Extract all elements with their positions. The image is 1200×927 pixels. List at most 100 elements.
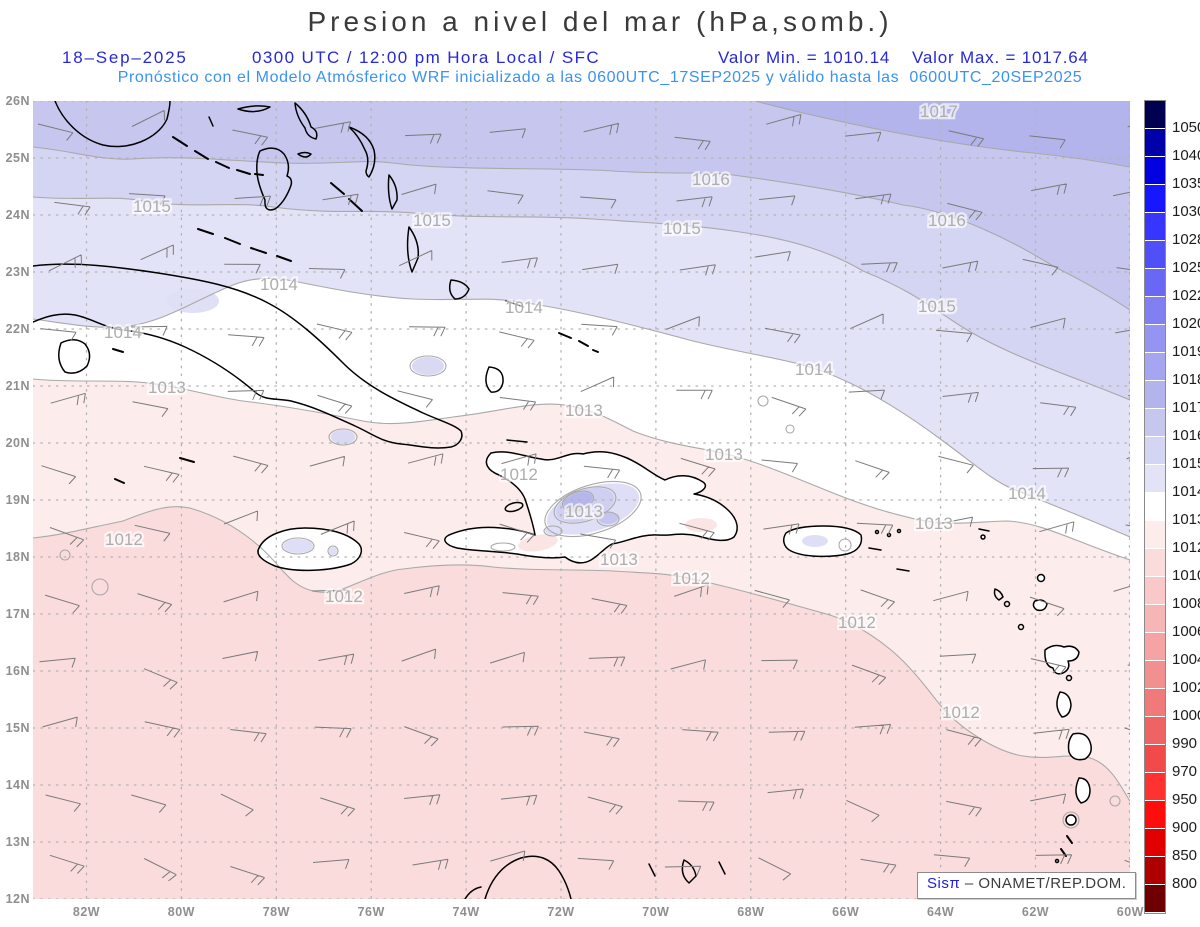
aruba: [648, 863, 656, 877]
lat-tick-label: 16N: [5, 664, 30, 678]
colorbar-cell: [1145, 521, 1165, 548]
colorbar-tick-label: 1002: [1172, 679, 1200, 696]
colorbar-cell: [1145, 717, 1165, 744]
colorbar-tick-label: 1000: [1172, 707, 1200, 724]
sispi-logo: Sisπ: [927, 875, 961, 892]
colorbar-tick-label: 990: [1172, 735, 1198, 752]
colorbar-tick-label: 1028: [1172, 231, 1200, 248]
mayaguana: [505, 300, 525, 308]
gonave-island: [504, 501, 524, 513]
colorbar-tick-label: 1025: [1172, 259, 1200, 276]
isobar-value-label: 1015: [133, 197, 171, 216]
colorbar-cell: [1145, 241, 1165, 268]
st-lucia: [1075, 777, 1091, 804]
colorbar-tick-label: 1006: [1172, 623, 1200, 640]
bonaire: [718, 861, 726, 875]
colorbar-cell: [1145, 213, 1165, 240]
colorbar-tick-label: 1017: [1172, 399, 1200, 416]
lat-tick-label: 25N: [5, 151, 30, 165]
isobar-value-label: 1013: [565, 401, 603, 420]
isobar-value-label: 1015: [663, 219, 701, 238]
curacao: [681, 859, 697, 884]
isobar-value-label: 1012: [942, 703, 980, 722]
lat-tick-label: 18N: [5, 550, 30, 564]
lat-tick-label: 24N: [5, 208, 30, 222]
pressure-colorbar: [1144, 100, 1166, 914]
isobar-value-label: 1014: [505, 298, 543, 317]
credit-text: – ONAMET/REP.DOM.: [960, 875, 1127, 892]
lon-tick-label: 74W: [452, 905, 480, 919]
isobar-value-label: 1016: [928, 211, 966, 230]
colorbar-cell: [1145, 801, 1165, 828]
culebra: [874, 529, 880, 535]
great-inagua: [485, 366, 504, 393]
isobar-value-label: 1013: [148, 378, 186, 397]
pressure-map: 1017 1016 1016 1015 1015 1015 1015 1014 1014 1014…: [33, 101, 1130, 899]
colorbar-cell: [1145, 745, 1165, 772]
lon-tick-label: 66W: [832, 905, 860, 919]
isobar-value-label: 1017: [920, 102, 958, 121]
st-kitts: [993, 588, 1004, 601]
puerto-rico-coast: [782, 525, 863, 558]
isobar-value-label: 1012: [325, 587, 363, 606]
isobar-value-label: 1013: [565, 502, 603, 521]
colorbar-tick-label: 800: [1172, 875, 1198, 892]
lat-tick-label: 20N: [5, 436, 30, 450]
colorbar-tick-label: 1004: [1172, 651, 1200, 668]
value-min-label: Valor Min. = 1010.14: [718, 48, 891, 67]
valid-date: 18–Sep–2025: [62, 48, 188, 67]
isobar-value-label: 1014: [260, 275, 298, 294]
grand-bahama: [237, 105, 271, 113]
lat-tick-label: 17N: [5, 607, 30, 621]
contour-labels: 1017 1016 1016 1015 1015 1015 1015 1014 1014 1014…: [102, 101, 1048, 724]
colorbar-tick-label: 1019: [1172, 343, 1200, 360]
lon-tick-label: 78W: [262, 905, 290, 919]
graticule: [33, 101, 1130, 899]
st-vincent: [1065, 814, 1077, 826]
isobar-value-label: 1012: [105, 530, 143, 549]
cat-island: [387, 174, 398, 210]
lon-tick-label: 68W: [737, 905, 765, 919]
andros: [256, 147, 293, 211]
colorbar-tick-label: 970: [1172, 763, 1198, 780]
montserrat: [1017, 623, 1025, 631]
lon-tick-label: 76W: [357, 905, 385, 919]
guajira-coast: [484, 855, 572, 899]
model-info-line: Pronóstico con el Modelo Atmósferico WRF…: [117, 69, 1083, 86]
isobar-value-label: 1014: [795, 360, 833, 379]
anguilla: [978, 528, 990, 532]
vieques: [868, 547, 910, 572]
colorbar-cell: [1145, 157, 1165, 184]
turks-caicos: [558, 332, 599, 353]
isobar-value-label: 1012: [500, 465, 538, 484]
florida-keys: [172, 136, 264, 176]
colorbar-cell: [1145, 549, 1165, 576]
abaco: [294, 102, 318, 140]
colorbar-tick-label: 1022: [1172, 287, 1200, 304]
florida-coast: [54, 101, 171, 148]
isobar-value-label: 1013: [705, 445, 743, 464]
colorbar-cell: [1145, 885, 1165, 912]
colorbar-cell: [1145, 633, 1165, 660]
colorbar-cell: [1145, 353, 1165, 380]
guadeloupe: [1044, 644, 1080, 675]
lat-tick-label: 23N: [5, 265, 30, 279]
colorbar-cell: [1145, 297, 1165, 324]
jamaica-coast: [257, 527, 363, 572]
marie-galante: [1065, 674, 1073, 682]
virgin-island-dot2: [896, 528, 902, 534]
long-island: [406, 226, 420, 273]
lat-tick-label: 19N: [5, 493, 30, 507]
cayman-islands: [112, 348, 195, 484]
barbuda: [1036, 573, 1046, 583]
value-max-label: Valor Max. = 1017.64: [912, 48, 1089, 67]
lat-tick-label: 26N: [5, 94, 30, 108]
colorbar-tick-label: 1015: [1172, 455, 1200, 472]
colorbar-cell: [1145, 493, 1165, 520]
eleuthera: [348, 126, 376, 178]
colorbar-tick-label: 1035: [1172, 175, 1200, 192]
isobar-value-label: 1014: [1008, 484, 1046, 503]
lat-tick-label: 21N: [5, 379, 30, 393]
colorbar-tick-label: 1030: [1172, 203, 1200, 220]
